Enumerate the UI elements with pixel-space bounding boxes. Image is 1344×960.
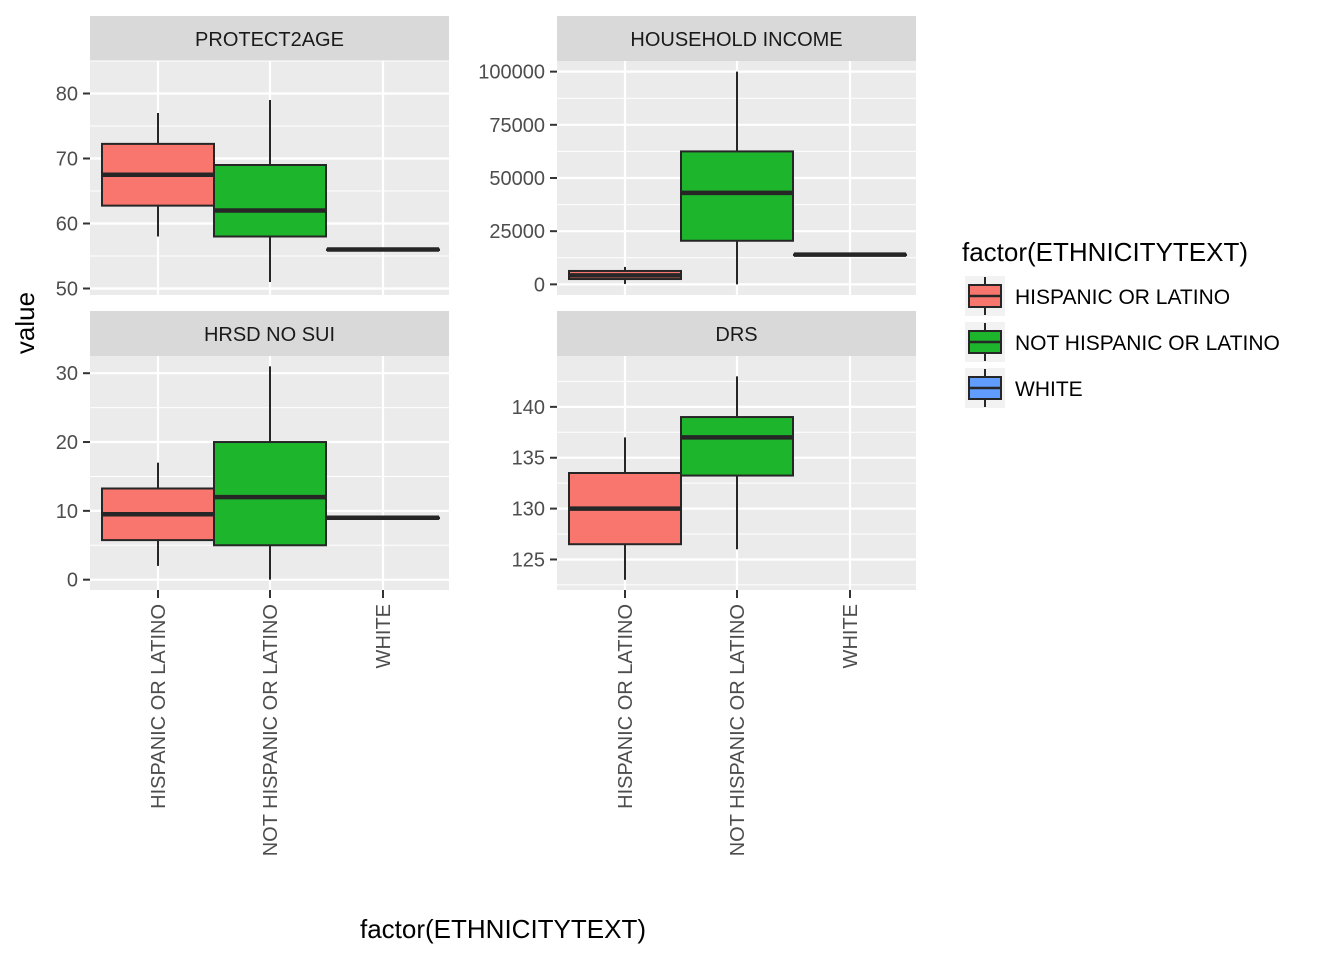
y-tick-label: 50000 — [489, 168, 545, 190]
facet-title: DRS — [715, 324, 757, 346]
facet-strip — [90, 16, 449, 61]
facet-drs: DRS 125 130 135 140 — [512, 311, 916, 590]
facet-hrsd-no-sui: HRSD NO SUI 0 10 20 30 — [56, 311, 449, 592]
box-not-hispanic-or-latino — [213, 366, 327, 580]
y-tick-label: 100000 — [478, 62, 545, 84]
y-tick-label: 75000 — [489, 115, 545, 137]
legend-entry-hispanic-or-latino: HISPANIC OR LATINO — [965, 276, 1230, 316]
box-white — [326, 247, 440, 252]
facet-strip — [557, 311, 916, 356]
legend-label: HISPANIC OR LATINO — [1015, 286, 1230, 309]
y-tick-label: 80 — [56, 84, 78, 106]
x-tick-label-not-hispanic-or-latino: NOT HISPANIC OR LATINO — [727, 604, 749, 856]
y-tick-label: 30 — [56, 363, 78, 385]
x-tick-label-not-hispanic-or-latino: NOT HISPANIC OR LATINO — [260, 604, 282, 856]
y-tick-label: 125 — [512, 549, 545, 571]
box-hispanic-or-latino — [101, 462, 215, 566]
y-tick-label: 25000 — [489, 221, 545, 243]
box-body — [680, 150, 794, 242]
y-tick-label: 10 — [56, 501, 78, 523]
x-tick-label-hispanic-or-latino: HISPANIC OR LATINO — [148, 604, 170, 809]
y-tick-label: 20 — [56, 432, 78, 454]
box-body — [213, 441, 327, 547]
box-white — [326, 515, 440, 520]
x-tick-label-hispanic-or-latino: HISPANIC OR LATINO — [615, 604, 637, 809]
box-body — [213, 164, 327, 238]
x-axis: HISPANIC OR LATINO NOT HISPANIC OR LATINO… — [148, 590, 862, 856]
y-tick-label: 50 — [56, 279, 78, 301]
y-tick-label: 0 — [534, 274, 545, 296]
box-hispanic-or-latino — [568, 266, 682, 284]
y-tick-label: 135 — [512, 448, 545, 470]
box-not-hispanic-or-latino — [680, 71, 794, 285]
facet-protect2age: PROTECT2AGE 50 60 70 80 — [56, 16, 449, 301]
x-tick-label-white: WHITE — [373, 604, 395, 668]
facet-title: HRSD NO SUI — [204, 324, 335, 346]
facet-title: HOUSEHOLD INCOME — [630, 29, 842, 51]
x-tick-label-white: WHITE — [840, 604, 862, 668]
facet-strip — [557, 16, 916, 61]
y-axis-title: value — [10, 292, 40, 354]
box-white — [793, 252, 907, 257]
facet-household-income: HOUSEHOLD INCOME 0 25000 50000 75000 100000 — [478, 16, 916, 296]
y-tick-label: 0 — [67, 570, 78, 592]
legend-title: factor(ETHNICITYTEXT) — [962, 237, 1248, 267]
box-body — [680, 416, 794, 477]
y-tick-label: 140 — [512, 397, 545, 419]
box-not-hispanic-or-latino — [213, 100, 327, 282]
y-tick-label: 70 — [56, 149, 78, 171]
facet-panels: PROTECT2AGE 50 60 70 80 HOUSEHOLD INCOME 0 2500… — [56, 16, 916, 592]
box-not-hispanic-or-latino — [680, 376, 794, 550]
legend-label: NOT HISPANIC OR LATINO — [1015, 332, 1280, 355]
legend-entry-white: WHITE — [965, 368, 1083, 408]
y-tick-label: 130 — [512, 499, 545, 521]
legend-entry-not-hispanic-or-latino: NOT HISPANIC OR LATINO — [965, 322, 1280, 362]
legend-label: WHITE — [1015, 378, 1083, 401]
facet-strip — [90, 311, 449, 356]
x-axis-title: factor(ETHNICITYTEXT) — [360, 914, 646, 944]
box-hispanic-or-latino — [568, 437, 682, 580]
facet-title: PROTECT2AGE — [195, 29, 344, 51]
legend: factor(ETHNICITYTEXT) HISPANIC OR LATINO… — [962, 237, 1280, 408]
y-tick-label: 60 — [56, 214, 78, 236]
